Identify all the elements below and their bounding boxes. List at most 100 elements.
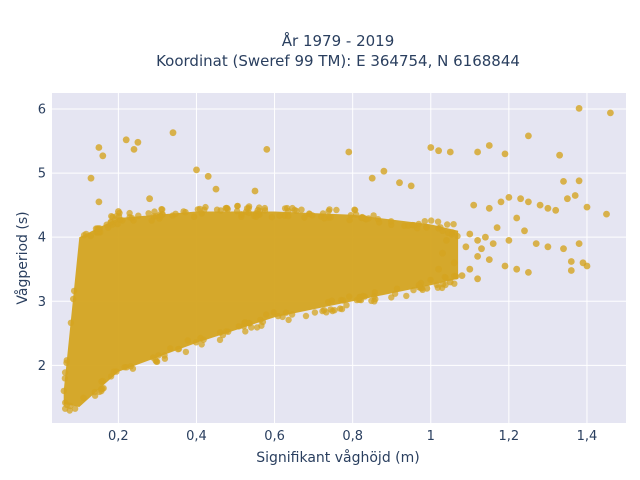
edge-point xyxy=(391,290,399,297)
edge-point xyxy=(441,273,448,281)
edge-point xyxy=(245,209,252,217)
data-point xyxy=(575,105,583,112)
edge-point xyxy=(225,328,232,335)
data-point xyxy=(396,179,403,187)
data-point xyxy=(474,237,481,244)
edge-point xyxy=(333,206,340,214)
edge-point xyxy=(261,204,268,212)
scatter-points xyxy=(87,105,614,292)
data-point xyxy=(485,204,493,212)
edge-point xyxy=(288,311,296,318)
x-tick-label: 1,2 xyxy=(499,429,520,444)
x-tick-label: 1,4 xyxy=(577,429,598,444)
y-tick-label: 4 xyxy=(38,231,46,246)
y-tick-label: 3 xyxy=(38,295,46,310)
edge-point xyxy=(298,206,305,213)
edge-point xyxy=(282,309,290,316)
data-point xyxy=(556,151,563,159)
x-tick-label: 0,8 xyxy=(342,429,363,444)
edge-point xyxy=(346,293,353,300)
edge-point xyxy=(70,295,77,303)
edge-point xyxy=(238,211,245,218)
edge-point xyxy=(182,209,189,216)
data-point xyxy=(493,224,501,232)
data-point xyxy=(513,214,521,222)
edge-point xyxy=(410,222,418,229)
data-point xyxy=(446,278,454,286)
edge-point xyxy=(328,297,335,304)
edge-point xyxy=(149,354,157,361)
edge-point xyxy=(128,214,135,222)
edge-point xyxy=(99,377,107,385)
data-point xyxy=(544,204,552,212)
edge-point xyxy=(97,229,104,236)
data-point xyxy=(435,147,442,155)
edge-point xyxy=(442,281,449,289)
edge-point xyxy=(248,324,255,331)
data-point xyxy=(567,258,575,265)
edge-point xyxy=(256,207,263,215)
edge-point xyxy=(153,213,160,220)
data-point xyxy=(99,152,107,160)
edge-point xyxy=(285,316,292,324)
edge-point xyxy=(172,210,179,217)
data-point xyxy=(489,240,497,248)
data-point xyxy=(536,201,544,209)
edge-point xyxy=(259,318,267,326)
data-point xyxy=(478,245,485,253)
edge-point xyxy=(311,309,319,316)
y-tick-label: 6 xyxy=(38,103,46,118)
edge-point xyxy=(371,298,378,305)
data-point xyxy=(446,148,454,156)
data-point xyxy=(470,201,478,209)
edge-point xyxy=(198,341,205,348)
edge-point xyxy=(216,336,224,344)
data-point xyxy=(134,138,142,146)
edge-point xyxy=(67,319,75,326)
data-point xyxy=(525,132,532,140)
data-point xyxy=(525,269,532,276)
data-point xyxy=(560,245,567,253)
data-point xyxy=(263,146,271,153)
y-tick-label: 2 xyxy=(38,359,46,374)
data-point xyxy=(607,109,614,117)
edge-point xyxy=(338,305,346,313)
data-point xyxy=(122,136,130,144)
edge-point xyxy=(100,385,107,392)
data-point xyxy=(462,243,470,251)
edge-point xyxy=(405,222,412,229)
y-tick-label: 5 xyxy=(38,167,46,182)
edge-point xyxy=(370,212,377,219)
data-point xyxy=(115,208,122,215)
edge-point xyxy=(245,203,253,210)
data-point xyxy=(482,233,489,241)
edge-point xyxy=(159,211,166,218)
edge-point xyxy=(234,202,241,210)
edge-point xyxy=(346,216,353,224)
data-point xyxy=(517,195,524,203)
data-point xyxy=(564,195,571,203)
edge-point xyxy=(321,215,328,222)
data-point xyxy=(583,203,591,211)
data-point xyxy=(466,230,474,238)
data-point xyxy=(532,240,540,248)
x-tick-label: 0,2 xyxy=(108,429,129,444)
edge-point xyxy=(167,345,174,352)
data-point xyxy=(497,198,505,206)
edge-point xyxy=(362,216,370,223)
x-tick-label: 0,4 xyxy=(186,429,207,444)
edge-point xyxy=(302,312,310,320)
edge-point xyxy=(192,339,200,346)
edge-point xyxy=(235,323,242,330)
edge-point xyxy=(161,355,169,362)
chart-title-line-2: Koordinat (Sweref 99 TM): E 364754, N 61… xyxy=(156,52,520,70)
data-point xyxy=(544,243,552,251)
edge-point xyxy=(80,394,87,401)
edge-point xyxy=(70,287,78,295)
edge-point xyxy=(283,204,291,212)
data-point xyxy=(87,174,95,182)
data-point xyxy=(251,187,259,195)
density-band xyxy=(63,211,459,407)
edge-point xyxy=(113,368,120,375)
